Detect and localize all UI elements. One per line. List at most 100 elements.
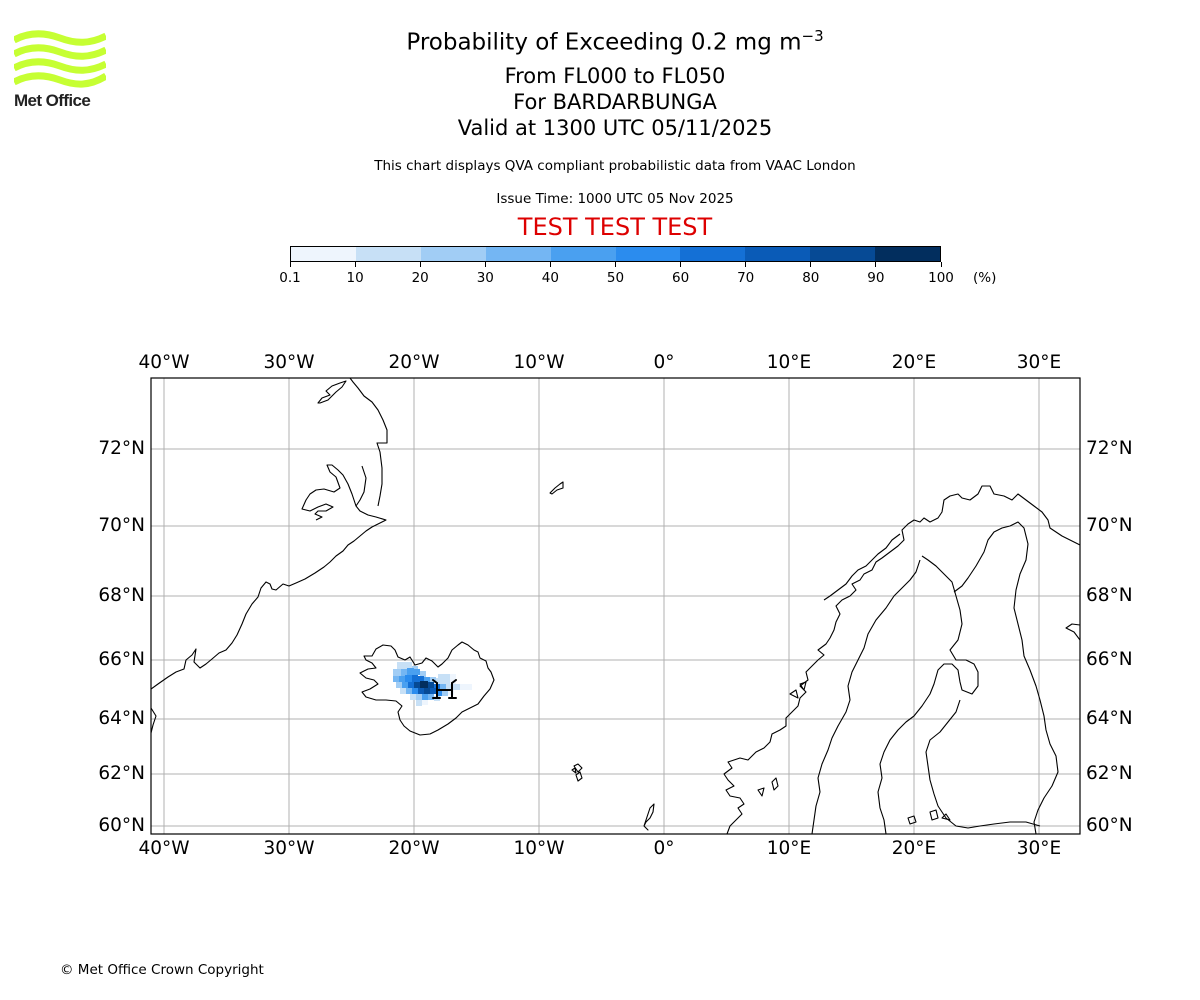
colorbar-label: 30: [476, 270, 494, 286]
lon-label: 10°E: [767, 352, 811, 373]
volcano-marker: [432, 679, 457, 699]
lat-label: 70°N: [98, 515, 145, 536]
probability-colorbar: [290, 246, 941, 262]
lon-label: 30°W: [263, 352, 314, 373]
plume-cell: [418, 688, 424, 694]
plume-cell: [418, 676, 424, 682]
plume-cell: [436, 690, 442, 696]
colorbar-tick: [680, 262, 682, 267]
lat-label: 62°N: [1086, 763, 1133, 784]
lon-label: 20°W: [388, 352, 439, 373]
colorbar-tick: [940, 262, 942, 267]
lon-label: 0°: [653, 352, 674, 373]
colorbar-segment: [291, 247, 356, 261]
plume-cell: [444, 674, 450, 680]
plume-cell: [450, 674, 456, 680]
lat-label: 68°N: [98, 585, 145, 606]
plume-cell: [396, 682, 402, 688]
finland-coast: [925, 699, 1041, 829]
lon-label: 40°W: [138, 352, 189, 373]
coastlines: [151, 378, 1080, 834]
met-office-logo: [14, 30, 106, 88]
chart-title: Probability of Exceeding 0.2 mg m−3: [406, 27, 824, 56]
colorbar-tick: [419, 262, 421, 267]
valid-time: Valid at 1300 UTC 05/11/2025: [457, 116, 773, 140]
plume-cell: [440, 684, 446, 690]
plume-cell: [424, 677, 430, 683]
greenland-coast: [151, 464, 387, 690]
colorbar-segment: [615, 247, 681, 261]
norway-coast: [723, 485, 1080, 834]
plume-cell: [402, 682, 408, 688]
plume-cell: [414, 669, 420, 675]
lat-label: 60°N: [1086, 815, 1133, 836]
plume-cell: [412, 675, 418, 682]
plume-cell: [446, 684, 452, 690]
plume-cell: [466, 684, 472, 690]
lat-label: 60°N: [98, 815, 145, 836]
colorbar-tick: [745, 262, 747, 267]
colorbar-segment: [680, 247, 746, 261]
lon-label: 30°W: [263, 838, 314, 859]
colorbar-tick: [354, 262, 356, 267]
plume-cell: [399, 676, 405, 682]
colorbar-label: 90: [867, 270, 885, 286]
colorbar-segment: [355, 247, 421, 261]
lon-label: 10°W: [513, 352, 564, 373]
plume-cell: [442, 690, 448, 696]
plume-cell: [420, 681, 428, 688]
lon-label: 20°E: [892, 352, 936, 373]
finland-border: [953, 521, 1059, 834]
plume-cell: [401, 669, 407, 676]
colorbar-label: 10: [346, 270, 364, 286]
lon-label: 20°E: [892, 838, 936, 859]
lon-label: 20°W: [388, 838, 439, 859]
lat-label: 66°N: [1086, 649, 1133, 670]
colorbar-label: 80: [802, 270, 820, 286]
colorbar-label: 70: [737, 270, 755, 286]
plume-cell: [438, 674, 444, 680]
plume-cell: [393, 669, 401, 676]
plume-cell: [420, 671, 426, 677]
lon-label: 30°E: [1017, 352, 1061, 373]
lat-label: 64°N: [1086, 708, 1133, 729]
lon-label: 10°W: [513, 838, 564, 859]
jan-mayen: [549, 481, 564, 495]
plume-cell: [442, 680, 450, 686]
lat-label: 72°N: [1086, 438, 1133, 459]
sweden-border: [811, 559, 921, 834]
plume-cell: [393, 676, 399, 682]
plume-cell: [412, 688, 418, 694]
plume-cell: [414, 682, 420, 688]
lat-label: 62°N: [98, 763, 145, 784]
colorbar-segment: [745, 247, 811, 261]
plume-cell: [405, 675, 412, 682]
lat-label: 70°N: [1086, 515, 1133, 536]
plume-cell: [428, 682, 434, 689]
plume-cell: [406, 688, 412, 694]
volcano-name: For BARDARBUNGA: [513, 90, 717, 114]
colorbar-label: 100: [928, 270, 954, 286]
colorbar-tick: [549, 262, 551, 267]
plume-cell: [430, 688, 436, 694]
lon-label: 0°: [653, 838, 674, 859]
plume-cell: [410, 694, 416, 700]
lon-label: 40°W: [138, 838, 189, 859]
plume-cell: [400, 688, 406, 694]
ash-probability-plume: [393, 662, 472, 706]
plume-cell: [460, 684, 466, 690]
plume-cell: [422, 700, 428, 705]
plume-cell: [407, 668, 414, 675]
plume-cell: [397, 662, 405, 669]
colorbar-tick: [484, 262, 486, 267]
plume-cell: [405, 662, 412, 669]
colorbar-label: 0.1: [279, 270, 301, 286]
shetland: [643, 803, 655, 831]
colorbar-tick: [810, 262, 812, 267]
axis-labels: 40°W 30°W 20°W 10°W 0° 10°E 20°E 30°E 40…: [98, 352, 1132, 859]
faroe-islands: [571, 763, 583, 782]
map-frame: [150, 377, 1081, 835]
plume-cell: [408, 682, 414, 688]
plume-cell: [416, 700, 422, 706]
